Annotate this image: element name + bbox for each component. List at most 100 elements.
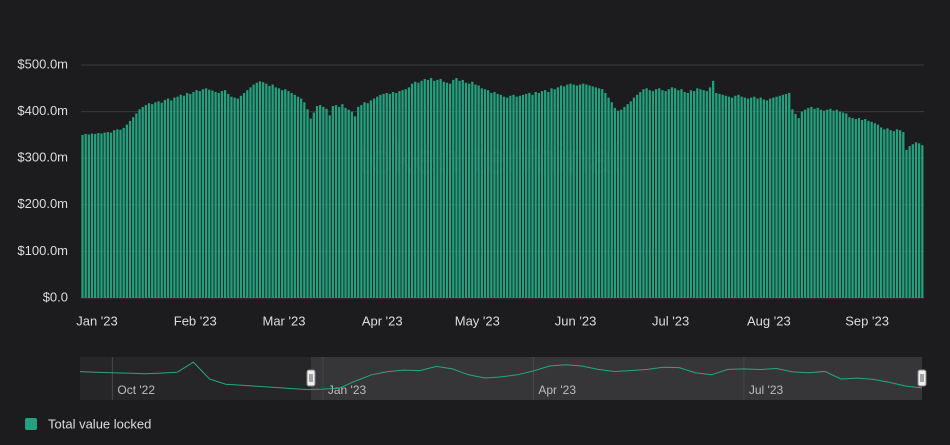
bar [201, 89, 205, 299]
bar [277, 88, 281, 298]
bar [404, 89, 407, 299]
bar [141, 106, 144, 298]
navigator-selection[interactable] [311, 357, 922, 400]
bar [357, 106, 360, 298]
bar [601, 89, 604, 299]
bar [591, 86, 594, 298]
y-tick-label: $400.0m [17, 103, 68, 118]
legend-label[interactable]: Total value locked [48, 416, 151, 431]
bar [654, 89, 658, 299]
bar [258, 81, 262, 298]
navigator-line [79, 361, 923, 391]
bar [166, 98, 170, 298]
y-tick-label: $200.0m [17, 196, 68, 211]
bar [857, 118, 861, 299]
bar [550, 88, 553, 298]
bar [800, 111, 804, 298]
bar [791, 109, 794, 299]
bar [379, 94, 382, 298]
bar [506, 97, 509, 299]
bar [664, 91, 667, 298]
bar [246, 90, 249, 298]
bar [138, 109, 141, 299]
bar [341, 104, 344, 298]
bar [353, 116, 357, 298]
bar [252, 84, 255, 299]
bar [179, 94, 182, 298]
bar [309, 118, 312, 298]
bar [204, 88, 208, 298]
bar [845, 113, 848, 299]
bar [918, 143, 921, 298]
bar [883, 129, 886, 298]
bar [670, 87, 674, 298]
bar [914, 142, 918, 298]
bar [597, 88, 601, 298]
y-tick-label: $0.0 [43, 289, 68, 304]
bar [122, 127, 125, 298]
bar [727, 96, 731, 298]
bar [642, 89, 645, 299]
bar [344, 107, 347, 298]
bar [879, 127, 883, 298]
bar [708, 87, 712, 298]
bar [607, 97, 610, 299]
bar [898, 130, 902, 298]
bar [220, 91, 224, 298]
bar [363, 102, 366, 298]
bar [429, 78, 433, 298]
bar [401, 90, 404, 298]
bar [724, 95, 727, 298]
bar [420, 80, 423, 299]
bar [467, 83, 471, 298]
bar [84, 133, 87, 298]
navigator-label: Jul '23 [749, 383, 784, 397]
bar [762, 99, 766, 298]
bar [835, 109, 838, 299]
bar [87, 134, 90, 298]
bar [781, 94, 785, 298]
bar [281, 90, 284, 298]
bar [388, 93, 392, 298]
bar [426, 79, 430, 298]
bar [217, 92, 220, 299]
navigator-label: Oct '22 [117, 383, 155, 397]
bar [464, 82, 468, 298]
navigator-handle[interactable] [917, 369, 927, 387]
bar [620, 109, 623, 299]
bar [144, 105, 148, 299]
bar [423, 78, 426, 298]
bar [829, 108, 832, 298]
navigator-handle[interactable] [306, 369, 316, 387]
bar [629, 101, 632, 299]
bar [360, 105, 363, 299]
bar [718, 93, 721, 298]
bar [433, 80, 436, 299]
bar [528, 92, 531, 299]
bar [338, 106, 341, 298]
bar [753, 96, 756, 298]
bar [604, 92, 607, 299]
bar [223, 90, 227, 298]
bar [702, 90, 705, 298]
bar [788, 92, 791, 299]
bar [471, 81, 474, 298]
x-tick-label: Feb '23 [174, 313, 217, 328]
bar [544, 90, 547, 298]
bar [531, 94, 534, 298]
bar [540, 91, 544, 298]
bar [132, 117, 135, 298]
bar [575, 85, 579, 298]
bar [819, 109, 823, 299]
bar [686, 92, 689, 299]
bar [483, 89, 487, 299]
bar [395, 92, 398, 299]
bar [525, 93, 528, 298]
bar [372, 98, 376, 298]
bar [163, 99, 167, 298]
bar [658, 88, 661, 298]
bar [851, 118, 854, 299]
bar [303, 102, 306, 298]
